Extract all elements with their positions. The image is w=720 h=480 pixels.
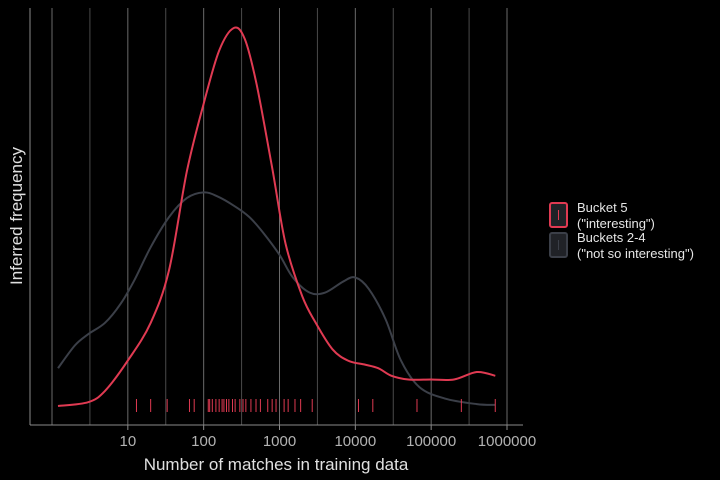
x-axis-ticks: 10 100 1000 10000 100000 1000000 [119, 425, 536, 450]
x-axis-title: Number of matches in training data [144, 455, 409, 474]
legend-label: Buckets 2-4 [577, 230, 646, 245]
series-curve [57, 26, 496, 407]
gridlines [51, 8, 508, 425]
x-tick-label: 1000 [263, 433, 296, 450]
rug-marks [135, 399, 496, 412]
x-tick-label: 10 [119, 433, 136, 450]
x-tick-label: 10000 [334, 433, 376, 450]
y-axis-title: Inferred frequency [7, 147, 26, 285]
x-tick-label: 100 [191, 433, 216, 450]
x-tick-label: 1000000 [478, 433, 536, 450]
series-curves [57, 26, 496, 407]
legend: Bucket 5("interesting")Buckets 2-4("not … [549, 200, 694, 261]
x-tick-label: 100000 [406, 433, 456, 450]
legend-label: ("not so interesting") [577, 246, 694, 261]
legend-label: Bucket 5 [577, 200, 628, 215]
axes [29, 8, 523, 426]
legend-label: ("interesting") [577, 216, 655, 231]
series-curve [57, 191, 496, 406]
